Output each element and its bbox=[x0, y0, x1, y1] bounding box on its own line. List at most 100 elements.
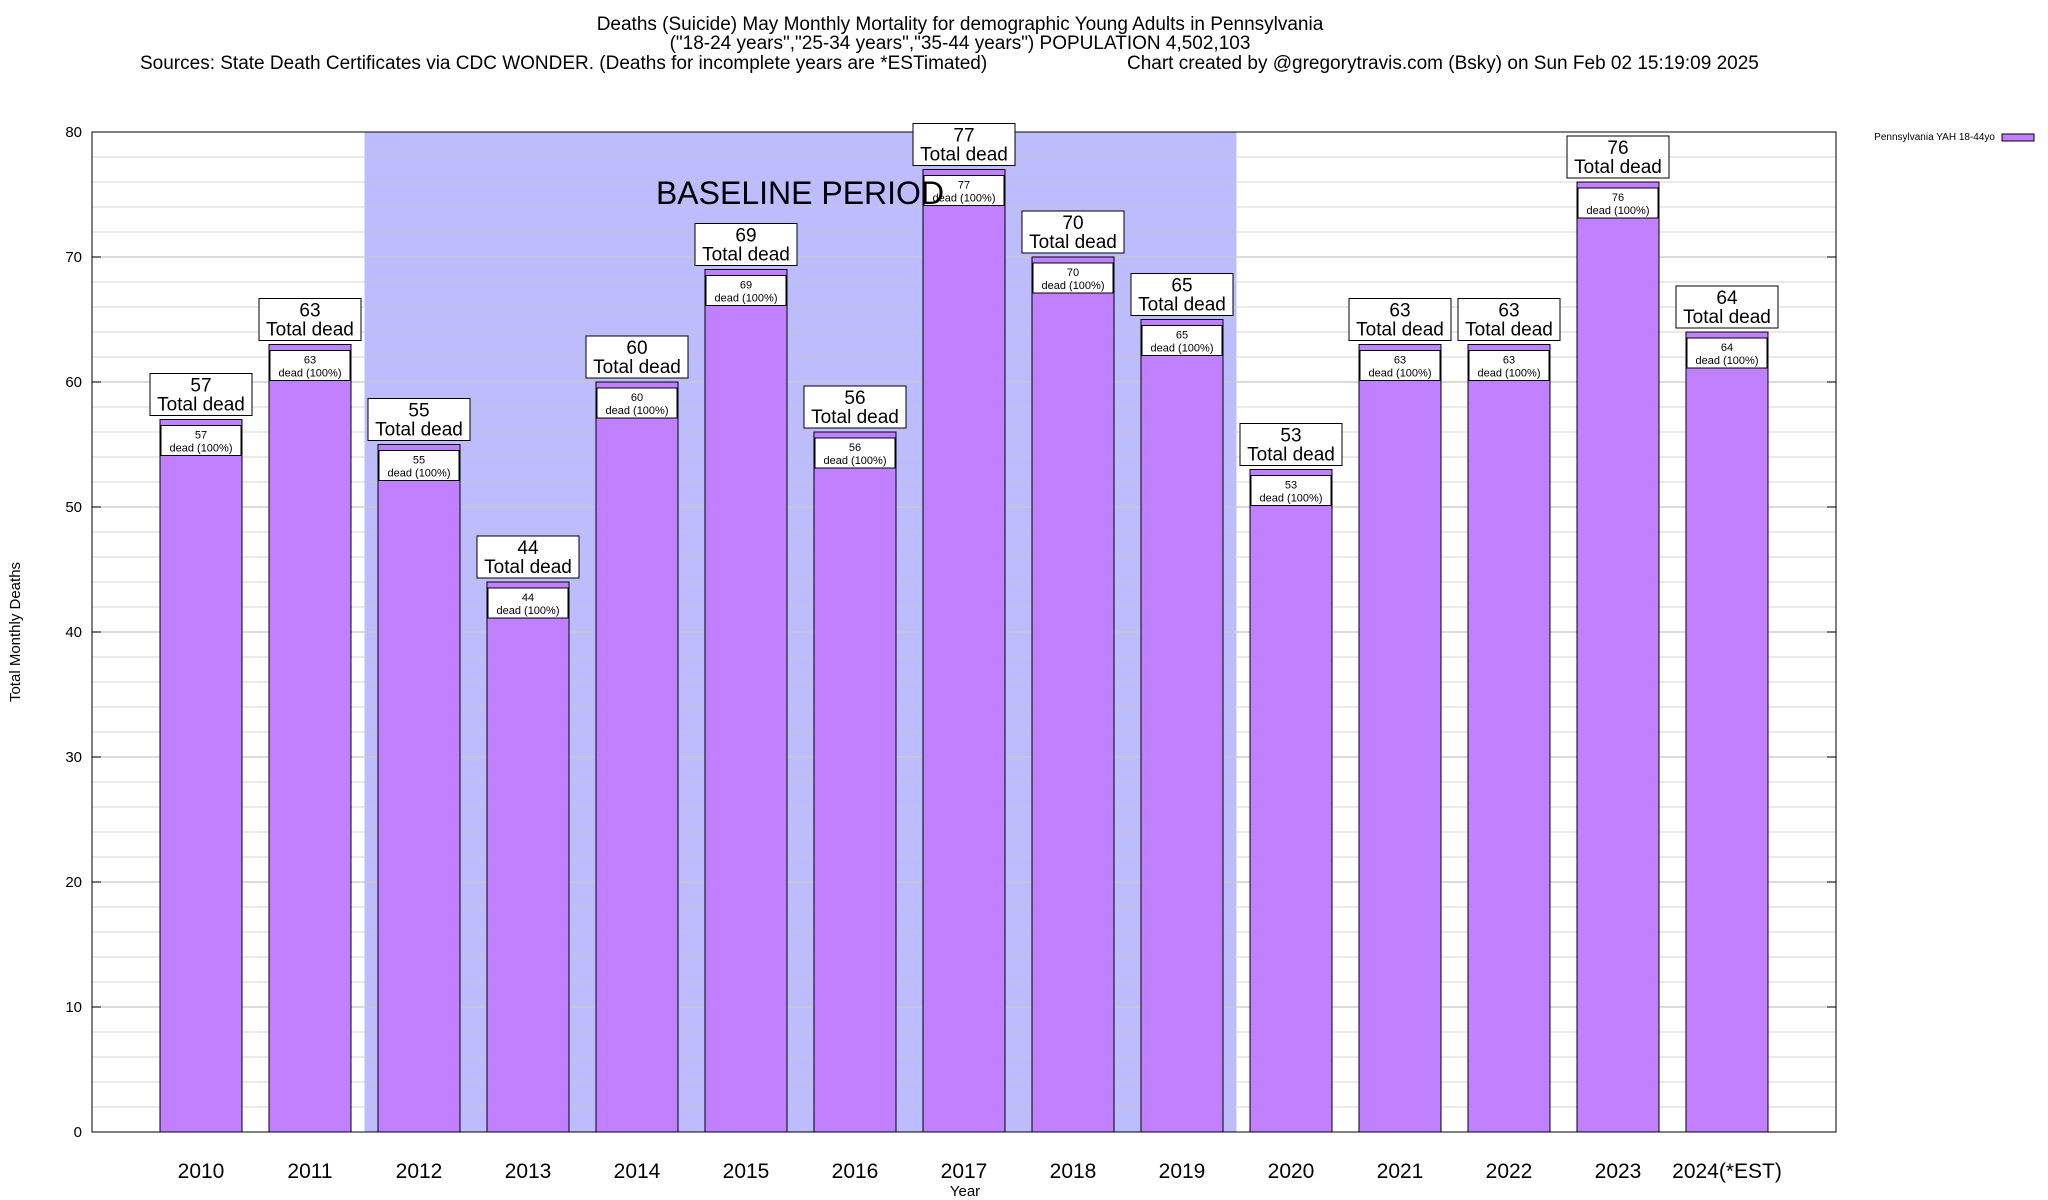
legend-swatch bbox=[2001, 133, 2035, 142]
bar-inner-value-label: 63 bbox=[1503, 355, 1515, 367]
bar-total-label: Total dead bbox=[375, 420, 463, 441]
x-tick-label: 2019 bbox=[1159, 1160, 1206, 1183]
bar-value-label: 57 bbox=[190, 376, 211, 397]
baseline-period-label: BASELINE PERIOD bbox=[656, 175, 944, 211]
bar-inner-percent-label: dead (100%) bbox=[1151, 343, 1214, 355]
bar bbox=[813, 431, 897, 1133]
x-tick-label: 2010 bbox=[178, 1160, 225, 1183]
bar-inner-percent-label: dead (100%) bbox=[497, 605, 560, 617]
bar-value-label: 63 bbox=[299, 301, 320, 322]
bar-top-label-box bbox=[803, 385, 907, 429]
bar-inner-percent-label: dead (100%) bbox=[170, 443, 233, 455]
bar-inner-label-box bbox=[269, 350, 351, 381]
bar-inner-value-label: 65 bbox=[1176, 330, 1188, 342]
bar-inner-label-box bbox=[1577, 187, 1659, 219]
bar-total-label: Total dead bbox=[920, 145, 1008, 166]
bar-inner-value-label: 64 bbox=[1721, 342, 1733, 354]
x-tick-label: 2011 bbox=[287, 1160, 332, 1183]
bar-inner-percent-label: dead (100%) bbox=[279, 368, 342, 380]
bar bbox=[1140, 319, 1224, 1133]
y-tick-label: 50 bbox=[65, 499, 82, 516]
bar-inner-percent-label: dead (100%) bbox=[1587, 205, 1650, 217]
chart-source: Sources: State Death Certificates via CD… bbox=[140, 53, 988, 74]
bar-total-label: Total dead bbox=[157, 395, 245, 416]
bar-total-label: Total dead bbox=[1683, 307, 1771, 328]
bar-value-label: 64 bbox=[1716, 288, 1738, 309]
y-tick-label: 60 bbox=[65, 374, 82, 391]
bar-inner-percent-label: dead (100%) bbox=[824, 455, 887, 467]
chart-credit: Chart created by @gregorytravis.com (Bsk… bbox=[1127, 53, 1759, 74]
bar bbox=[595, 381, 679, 1133]
bar-inner-label-box bbox=[705, 275, 787, 306]
bar-total-label: Total dead bbox=[1029, 232, 1117, 253]
bar-inner-percent-label: dead (100%) bbox=[388, 468, 451, 480]
bar bbox=[1467, 344, 1551, 1133]
chart-subtitle: ("18-24 years","25-34 years","35-44 year… bbox=[669, 33, 1251, 54]
bar-inner-value-label: 57 bbox=[195, 430, 207, 442]
bar-inner-value-label: 70 bbox=[1067, 267, 1079, 279]
x-tick-label: 2024(*EST) bbox=[1672, 1160, 1782, 1183]
bar-top-label-box bbox=[367, 398, 471, 441]
bar-value-label: 65 bbox=[1171, 276, 1192, 297]
bar-inner-percent-label: dead (100%) bbox=[606, 405, 669, 417]
bar-value-label: 63 bbox=[1498, 301, 1519, 322]
bar bbox=[704, 269, 788, 1133]
bar bbox=[922, 169, 1006, 1133]
bar-inner-label-box bbox=[814, 437, 896, 469]
bar-top-label-box bbox=[1675, 285, 1779, 329]
bar-value-label: 60 bbox=[626, 338, 647, 359]
bar-inner-value-label: 63 bbox=[1394, 355, 1406, 367]
bar-top-label-box bbox=[1348, 298, 1452, 341]
bar-total-label: Total dead bbox=[1138, 295, 1226, 316]
bar-inner-percent-label: dead (100%) bbox=[1260, 493, 1323, 505]
bar-value-label: 55 bbox=[408, 401, 429, 422]
bar-top-label-box bbox=[1239, 423, 1343, 466]
bar bbox=[1576, 181, 1660, 1133]
bar-inner-percent-label: dead (100%) bbox=[1696, 355, 1759, 367]
bar-total-label: Total dead bbox=[1465, 320, 1553, 341]
legend: Pennsylvania YAH 18-44yo bbox=[1874, 132, 2035, 143]
bar-value-label: 70 bbox=[1062, 213, 1083, 234]
y-tick-label: 0 bbox=[74, 1124, 82, 1141]
x-tick-label: 2013 bbox=[505, 1160, 552, 1183]
y-tick-label: 30 bbox=[65, 749, 82, 766]
x-tick-label: 2018 bbox=[1050, 1160, 1097, 1183]
bar-total-label: Total dead bbox=[1574, 157, 1662, 178]
bar-inner-label-box bbox=[1359, 350, 1441, 381]
bar-top-label-box bbox=[1457, 298, 1561, 341]
bar bbox=[268, 344, 352, 1133]
bar bbox=[1685, 331, 1769, 1133]
bar-inner-value-label: 53 bbox=[1285, 480, 1297, 492]
bar-total-label: Total dead bbox=[266, 320, 354, 341]
bar-inner-percent-label: dead (100%) bbox=[715, 293, 778, 305]
bar-value-label: 56 bbox=[844, 388, 865, 409]
bar-top-label-box bbox=[149, 373, 253, 416]
x-tick-label: 2012 bbox=[396, 1160, 443, 1183]
bar-inner-value-label: 63 bbox=[304, 355, 316, 367]
bar-top-label-box bbox=[585, 335, 689, 379]
bar bbox=[377, 444, 461, 1133]
bar-inner-percent-label: dead (100%) bbox=[1369, 368, 1432, 380]
bar-inner-label-box bbox=[1686, 337, 1768, 369]
chart-title: Deaths (Suicide) May Monthly Mortality f… bbox=[596, 14, 1324, 35]
y-tick-label: 20 bbox=[65, 874, 82, 891]
bar-total-label: Total dead bbox=[1247, 445, 1335, 466]
bar-inner-percent-label: dead (100%) bbox=[1478, 368, 1541, 380]
y-tick-label: 10 bbox=[65, 999, 82, 1016]
bar bbox=[486, 581, 570, 1133]
bar-inner-value-label: 69 bbox=[740, 280, 752, 292]
bar-inner-label-box bbox=[160, 425, 242, 456]
bar-inner-label-box bbox=[596, 387, 678, 419]
x-tick-label: 2023 bbox=[1595, 1160, 1642, 1183]
bar-value-label: 77 bbox=[953, 126, 974, 147]
bar-inner-label-box bbox=[1032, 262, 1114, 294]
bar-inner-value-label: 77 bbox=[958, 180, 970, 192]
bar-top-label-box bbox=[1021, 210, 1125, 254]
x-tick-label: 2021 bbox=[1377, 1160, 1424, 1183]
bar-inner-value-label: 44 bbox=[522, 592, 534, 604]
bar-inner-percent-label: dead (100%) bbox=[933, 193, 996, 205]
x-tick-label: 2017 bbox=[941, 1160, 988, 1183]
x-axis-title: Year bbox=[950, 1183, 980, 1200]
x-tick-label: 2020 bbox=[1268, 1160, 1315, 1183]
